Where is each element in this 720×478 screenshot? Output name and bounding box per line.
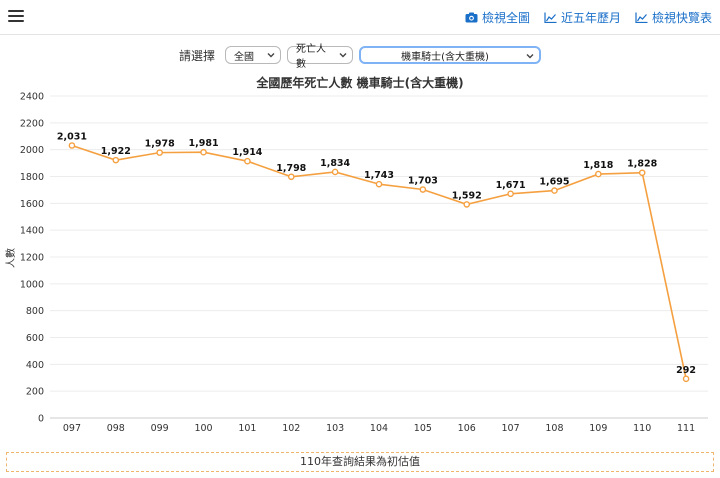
metric-select-value: 死亡人數: [296, 44, 326, 70]
x-tick-label: 099: [151, 423, 169, 434]
y-tick-label: 0: [38, 414, 44, 425]
vehicle-select[interactable]: 機車騎士(含大重機): [359, 46, 541, 64]
x-tick-label: 111: [677, 423, 695, 434]
quick-table-label: 檢視快覽表: [651, 11, 712, 25]
y-tick-label: 1800: [20, 172, 44, 183]
data-label: 1,743: [364, 170, 394, 181]
data-label: 292: [676, 365, 696, 376]
x-tick-label: 097: [63, 423, 81, 434]
region-select-value: 全國: [234, 51, 254, 63]
data-point[interactable]: [112, 156, 120, 164]
data-label: 1,703: [408, 176, 438, 187]
metric-select[interactable]: 死亡人數: [287, 44, 353, 70]
chart-title: 全國歷年死亡人數 機車騎士(含大重機): [255, 75, 463, 90]
data-point[interactable]: [244, 157, 251, 165]
view-full-chart-label: 檢視全圖: [481, 11, 530, 25]
data-point[interactable]: [68, 142, 76, 149]
data-point[interactable]: [551, 187, 558, 194]
line-chart: 全國歷年死亡人數 機車騎士(含大重機) 人數 02004006008001000…: [4, 75, 708, 435]
camera-icon: [465, 12, 478, 23]
data-label: 1,914: [232, 147, 262, 158]
y-tick-label: 1600: [20, 199, 44, 210]
vehicle-select-value: 機車騎士(含大重機): [401, 51, 489, 63]
quick-table-link[interactable]: 檢視快覽表: [635, 9, 712, 26]
data-label: 1,671: [496, 180, 526, 191]
view-full-chart-link[interactable]: 檢視全圖: [465, 9, 530, 26]
data-label: 1,798: [276, 163, 306, 174]
y-axis-label: 人數: [4, 248, 17, 268]
x-tick-label: 105: [414, 423, 432, 434]
y-tick-label: 1000: [20, 279, 44, 290]
chevron-down-icon: [339, 53, 347, 58]
top-nav: 檢視全圖 近五年歷月 檢視快覽表: [465, 9, 712, 26]
x-tick-label: 098: [107, 423, 125, 434]
data-label: 1,981: [189, 138, 219, 149]
data-label: 1,922: [101, 146, 131, 157]
x-tick-label: 107: [502, 423, 520, 434]
data-point[interactable]: [200, 148, 207, 156]
x-tick-label: 104: [370, 423, 388, 434]
chevron-down-icon: [267, 53, 275, 58]
x-tick-label: 102: [282, 423, 300, 434]
data-point[interactable]: [156, 149, 163, 156]
x-tick-label: 103: [326, 423, 344, 434]
y-tick-label: 1400: [20, 226, 44, 237]
axis-labels: 0 200 400 600 800 1000 1200 1400 1600 1800 2000 220…: [20, 92, 695, 435]
x-tick-label: 109: [589, 423, 607, 434]
area-chart-icon: [544, 12, 557, 23]
recent-five-years-label: 近五年歷月: [560, 11, 621, 25]
x-tick-label: 108: [545, 423, 563, 434]
selector-row: 請選擇 全國 死亡人數 機車騎士(含大重機): [0, 44, 720, 70]
estimate-note: 110年查詢結果為初估值: [6, 452, 714, 472]
chevron-down-icon: [526, 54, 534, 59]
data-point[interactable]: [682, 375, 690, 383]
data-points: [68, 142, 690, 383]
data-point[interactable]: [419, 186, 427, 193]
data-point[interactable]: [331, 168, 339, 176]
data-label: 1,818: [583, 160, 613, 171]
top-bar: 檢視全圖 近五年歷月 檢視快覽表: [0, 0, 720, 35]
data-point[interactable]: [375, 180, 383, 188]
x-tick-label: 110: [633, 423, 651, 434]
area-chart-icon: [635, 12, 648, 23]
x-tick-label: 101: [238, 423, 256, 434]
y-tick-label: 200: [26, 387, 44, 398]
data-point[interactable]: [507, 190, 514, 198]
y-tick-label: 2400: [20, 92, 44, 103]
recent-five-years-link[interactable]: 近五年歷月: [544, 9, 621, 26]
data-point[interactable]: [595, 170, 602, 178]
data-label: 1,592: [452, 190, 482, 201]
data-point[interactable]: [287, 173, 295, 181]
data-label: 1,695: [539, 177, 569, 188]
y-tick-label: 1200: [20, 253, 44, 264]
x-tick-label: 100: [194, 423, 212, 434]
y-tick-label: 2200: [20, 118, 44, 129]
data-label: 1,828: [627, 159, 657, 170]
x-tick-label: 106: [458, 423, 476, 434]
select-prompt: 請選擇: [178, 48, 215, 63]
data-label: 2,031: [57, 132, 87, 143]
data-labels: 2,031 1,922 1,978 1,981 1,914 1,798 1,834 1,743…: [57, 132, 696, 376]
menu-icon[interactable]: [8, 8, 24, 22]
data-point[interactable]: [463, 201, 471, 208]
y-tick-label: 400: [26, 360, 44, 371]
data-label: 1,978: [145, 139, 175, 150]
y-tick-label: 2000: [20, 145, 44, 156]
y-tick-label: 800: [26, 306, 44, 317]
data-point[interactable]: [638, 169, 646, 177]
region-select[interactable]: 全國: [225, 46, 281, 64]
y-tick-label: 600: [26, 333, 44, 344]
data-label: 1,834: [320, 158, 350, 169]
